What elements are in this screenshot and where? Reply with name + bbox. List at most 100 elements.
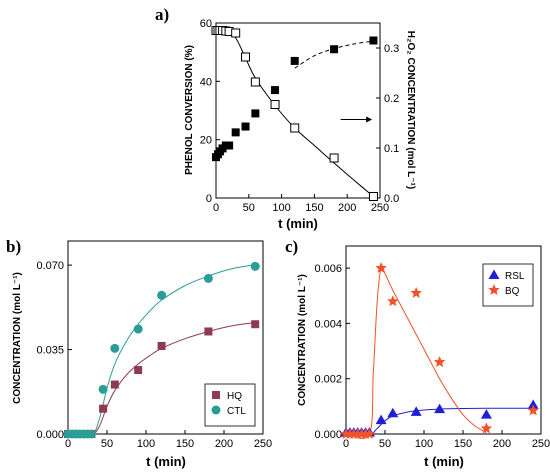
data-point: [290, 56, 299, 65]
legend-b: HQ CTL: [204, 383, 256, 427]
chart-c: c) 0 50 100 150 200 250 0.000 0.002 0.004 0.006 R…: [285, 237, 550, 469]
data-point: [157, 290, 167, 300]
y-tick-label: 0.000: [314, 429, 342, 441]
fit-curve: [345, 266, 487, 439]
data-point: [110, 380, 119, 389]
data-point: [387, 295, 399, 307]
y-tick-label: 20: [200, 135, 212, 147]
x-tick-label: 100: [272, 202, 290, 214]
data-point: [98, 384, 108, 394]
fit-curve: [215, 29, 374, 197]
data-point: [410, 287, 422, 298]
legend-label: BQ: [505, 286, 520, 297]
x-tick-label: 200: [215, 438, 233, 450]
data-point: [251, 320, 260, 329]
x-tick-label: 150: [176, 438, 194, 450]
legend-box: [482, 263, 534, 307]
x-tick-label: 250: [254, 438, 272, 450]
x-tick-label: 200: [493, 438, 511, 450]
data-point: [250, 77, 260, 87]
data-point: [203, 273, 213, 283]
data-point: [434, 403, 446, 414]
x-tick-label: 0: [343, 438, 349, 450]
y2-tick-label: 0.1: [384, 143, 399, 155]
y-tick-label: 0.004: [314, 318, 342, 330]
data-point: [480, 409, 492, 419]
x-axis-label-a: t (min): [278, 216, 318, 231]
data-point: [375, 414, 387, 425]
panel-label-b: b): [6, 237, 21, 256]
legend-marker: [488, 284, 500, 295]
x-tick-label: 50: [101, 438, 113, 450]
data-point: [99, 404, 108, 413]
y-tick-label: 0.000: [36, 429, 64, 441]
panel-label-c: c): [285, 237, 298, 256]
y2-axis-label-a: H₂O₂ CONCENTRATION (mol L⁻¹): [405, 31, 416, 189]
data-point: [270, 100, 280, 109]
x-tick-label: 0: [65, 438, 71, 450]
data-point: [527, 399, 539, 409]
chart-a: a) 0 50 100 150 200 250 0 20 40 60 0.0 0.1 0.2 0.3 t …: [155, 5, 416, 231]
data-point: [527, 404, 539, 416]
data-point: [433, 356, 446, 367]
data-point: [241, 52, 251, 62]
data-point: [330, 45, 339, 54]
y-tick-label: 0.002: [314, 374, 342, 386]
data-point: [241, 122, 250, 131]
plot-frame-c: [345, 245, 542, 435]
legend-label: RSL: [505, 271, 525, 282]
data-point: [387, 407, 399, 418]
axis-arrowhead: [366, 116, 373, 123]
y-tick-label: 0.035: [36, 345, 64, 357]
y2-tick-label: 0.0: [384, 193, 399, 205]
legend-label: CTL: [227, 406, 246, 417]
data-point: [290, 123, 300, 133]
data-point: [480, 422, 493, 434]
data-point: [231, 128, 240, 137]
y-axis-label-b: CONCENTRATION (mol L⁻¹): [12, 272, 23, 404]
data-point: [329, 153, 339, 163]
legend-marker: [488, 269, 500, 279]
legend-label: HQ: [227, 391, 242, 402]
y-tick-label: 60: [200, 18, 212, 30]
data-point: [375, 262, 387, 273]
data-point: [157, 341, 166, 350]
x-axis-label-c: t (min): [424, 454, 464, 469]
data-point: [271, 86, 280, 95]
data-point: [410, 406, 422, 416]
x-tick-label: 50: [379, 438, 391, 450]
x-tick-label: 100: [137, 438, 155, 450]
data-point: [134, 366, 143, 375]
x-tick-label: 250: [532, 438, 550, 450]
legend-marker: [212, 391, 220, 399]
y2-tick-label: 0.3: [384, 43, 399, 55]
legend-marker: [211, 405, 221, 415]
y-axis-label-c: CONCENTRATION (mol L⁻¹): [297, 274, 308, 406]
x-axis-label-b: t (min): [146, 454, 186, 469]
data-point: [369, 36, 378, 45]
y-tick-label: 0.006: [314, 263, 342, 275]
legend-c: RSL BQ: [482, 263, 534, 307]
x-tick-label: 100: [415, 438, 433, 450]
data-point: [363, 428, 376, 439]
fit-curve: [294, 40, 374, 69]
data-point: [86, 429, 96, 439]
y-tick-label: 40: [200, 76, 212, 88]
plot-frame-b: [67, 240, 264, 435]
panel-label-a: a): [155, 5, 169, 24]
data-point: [368, 192, 378, 201]
x-tick-label: 200: [338, 202, 356, 214]
y-tick-label: 0: [206, 193, 212, 205]
data-point: [204, 327, 213, 336]
data-point: [250, 261, 260, 271]
y-tick-label: 0.070: [36, 260, 64, 272]
x-tick-label: 150: [305, 202, 323, 214]
y2-tick-label: 0.2: [384, 93, 399, 105]
x-tick-label: 250: [371, 202, 389, 214]
data-point: [225, 141, 234, 150]
data-point: [133, 324, 143, 334]
x-tick-label: 0: [213, 202, 219, 214]
data-point: [110, 343, 120, 353]
